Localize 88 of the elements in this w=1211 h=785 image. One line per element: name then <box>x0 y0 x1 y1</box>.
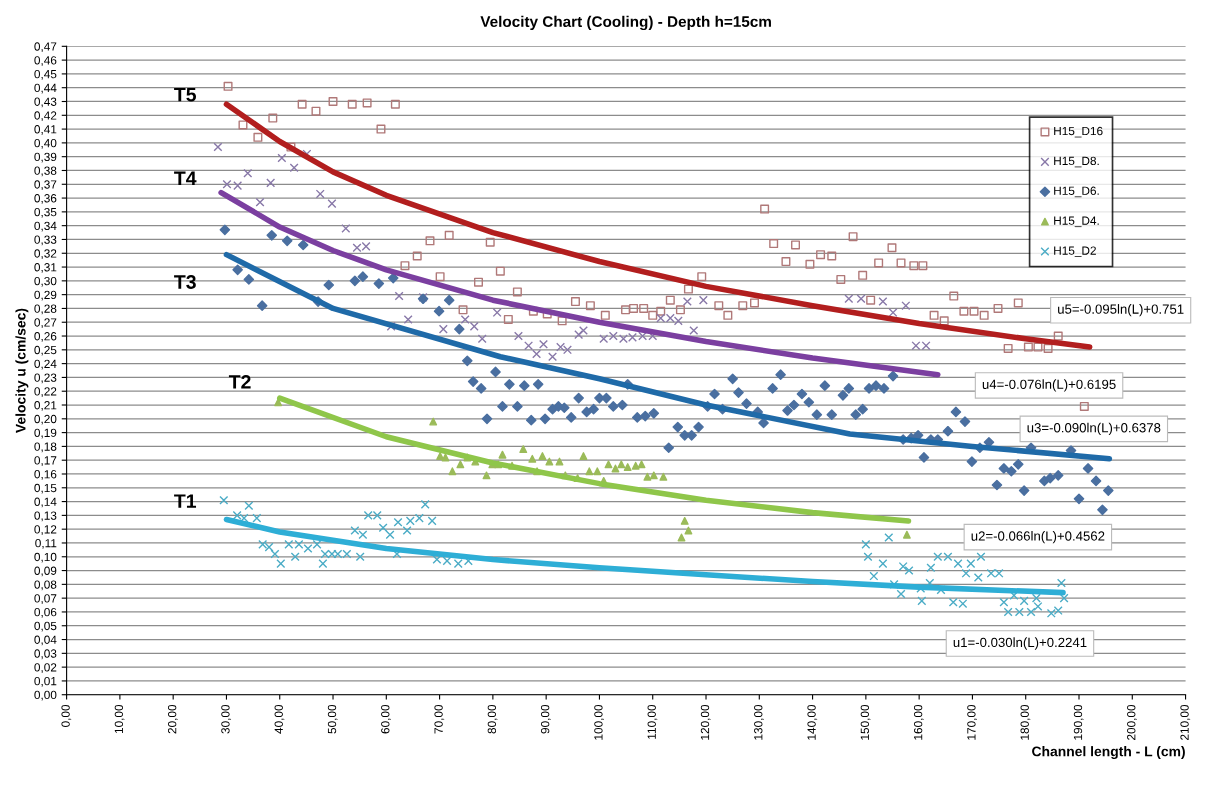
y-tick-label: 0,42 <box>34 111 57 122</box>
x-tick-label: 100,00 <box>594 704 605 740</box>
x-tick-label: 130,00 <box>754 704 764 740</box>
y-axis-title: Velocity u (cm/sec) <box>15 308 29 433</box>
x-tick-label: 70,00 <box>434 704 445 734</box>
y-tick-label: 0,18 <box>34 442 57 453</box>
legend-label: H15_D4. <box>1054 216 1099 228</box>
x-tick-label: 40,00 <box>274 704 285 734</box>
y-tick-label: 0,28 <box>34 304 57 315</box>
y-tick-label: 0,06 <box>34 607 57 618</box>
annotation: T2 <box>228 374 251 389</box>
x-tick-label: 0,00 <box>61 704 72 727</box>
y-tick-label: 0,17 <box>34 456 57 466</box>
x-tick-label: 60,00 <box>381 704 391 734</box>
annotation: T3 <box>174 275 196 289</box>
y-tick-label: 0,21 <box>34 401 57 411</box>
y-tick-label: 0,11 <box>35 539 57 549</box>
legend-label: H15_D2 <box>1054 246 1096 257</box>
legend-label: H15_D16 <box>1054 126 1103 138</box>
legend-label: H15_D8. <box>1054 156 1099 168</box>
x-axis-title: Channel length - L (cm) <box>1032 746 1185 760</box>
y-tick-label: 0,31 <box>34 263 57 273</box>
y-tick-label: 0,34 <box>34 221 57 232</box>
y-tick-label: 0,45 <box>34 69 57 80</box>
y-tick-label: 0,05 <box>34 621 57 632</box>
annotation: u1=-0.030ln(L)+0.2241 <box>953 637 1087 650</box>
x-tick-label: 120,00 <box>700 704 711 740</box>
annotation: u4=-0.076ln(L)+0.6195 <box>982 379 1116 392</box>
x-tick-label: 20,00 <box>167 704 178 734</box>
y-tick-label: 0,24 <box>34 359 57 370</box>
y-tick-label: 0,12 <box>34 525 57 535</box>
y-tick-label: 0,19 <box>34 428 57 439</box>
y-tick-label: 0,13 <box>34 511 57 522</box>
y-tick-label: 0,03 <box>34 649 57 660</box>
y-tick-label: 0,32 <box>34 249 57 260</box>
y-tick-label: 0,35 <box>34 207 57 218</box>
x-tick-label: 170,00 <box>967 704 977 740</box>
y-tick-label: 0,46 <box>34 56 57 66</box>
y-tick-label: 0,29 <box>34 290 57 301</box>
annotation: T5 <box>174 87 197 102</box>
x-tick-label: 190,00 <box>1073 704 1084 740</box>
x-tick-label: 80,00 <box>487 704 498 734</box>
y-tick-label: 0,38 <box>34 166 57 177</box>
x-tick-label: 140,00 <box>807 704 818 740</box>
legend-label: H15_D6. <box>1054 186 1099 198</box>
x-tick-label: 10,00 <box>114 704 125 734</box>
y-tick-label: 0,41 <box>34 125 57 135</box>
x-tick-label: 150,00 <box>860 704 871 740</box>
x-tick-label: 210,00 <box>1180 704 1191 740</box>
y-tick-label: 0,08 <box>34 580 57 591</box>
y-tick-label: 0,15 <box>34 483 57 494</box>
y-tick-label: 0,37 <box>34 180 57 191</box>
x-tick-label: 30,00 <box>221 704 232 734</box>
y-tick-label: 0,26 <box>34 332 57 342</box>
y-tick-label: 0,43 <box>34 97 57 108</box>
y-tick-label: 0,02 <box>34 663 57 673</box>
y-tick-label: 0,30 <box>34 276 57 287</box>
y-tick-label: 0,00 <box>34 690 57 701</box>
y-tick-label: 0,33 <box>34 235 57 246</box>
y-tick-label: 0,39 <box>34 152 57 163</box>
chart-title: Velocity Chart (Cooling) - Depth h=15cm <box>480 15 771 31</box>
y-tick-label: 0,04 <box>34 635 57 646</box>
y-tick-label: 0,22 <box>34 387 57 397</box>
y-tick-label: 0,10 <box>34 552 57 563</box>
annotation: T1 <box>174 494 197 508</box>
y-tick-label: 0,23 <box>34 373 57 384</box>
y-tick-label: 0,40 <box>34 138 57 149</box>
y-tick-label: 0,27 <box>34 318 57 329</box>
x-tick-label: 110,00 <box>647 704 658 739</box>
y-tick-label: 0,09 <box>34 566 57 577</box>
y-tick-label: 0,16 <box>34 470 57 480</box>
annotation: T4 <box>174 171 197 185</box>
y-tick-label: 0,44 <box>34 83 57 94</box>
y-tick-label: 0,01 <box>34 676 57 687</box>
x-tick-label: 160,00 <box>913 704 924 740</box>
y-tick-label: 0,47 <box>34 42 57 53</box>
y-tick-label: 0,07 <box>34 594 57 604</box>
annotation: u5=-0.095ln(L)+0.751 <box>1058 304 1184 317</box>
annotation: u3=-0.090ln(L)+0.6378 <box>1027 422 1161 436</box>
x-tick-label: 180,00 <box>1020 704 1031 740</box>
x-tick-label: 200,00 <box>1127 704 1137 740</box>
annotation: u2=-0.066ln(L)+0.4562 <box>971 531 1105 544</box>
y-tick-label: 0,20 <box>34 414 57 425</box>
x-tick-label: 90,00 <box>540 704 551 734</box>
x-tick-label: 50,00 <box>327 704 338 734</box>
y-tick-label: 0,25 <box>34 345 57 356</box>
y-tick-label: 0,36 <box>34 194 57 204</box>
y-tick-label: 0,14 <box>34 497 57 508</box>
